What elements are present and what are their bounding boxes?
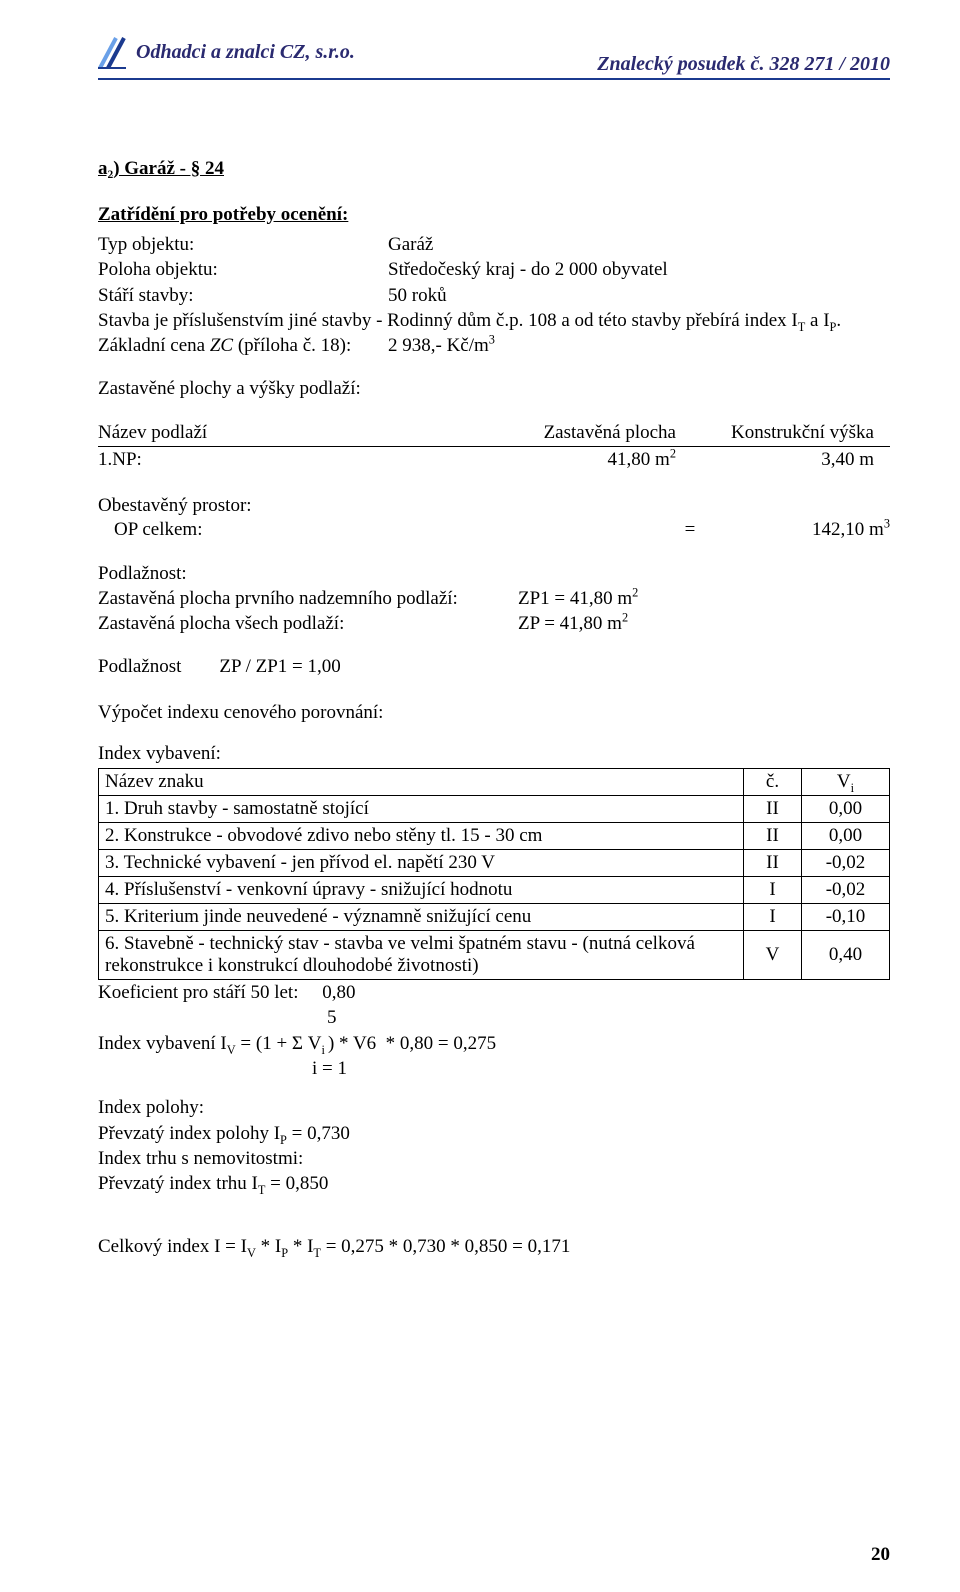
kv-val: Středočeský kraj - do 2 000 obyvatel: [388, 257, 668, 282]
header-left: Odhadci a znalci CZ, s.r.o.: [98, 34, 355, 70]
cell: 41,80 m2: [454, 447, 692, 474]
kv-key: Typ objektu:: [98, 232, 388, 257]
op-val: 142,10 m3: [750, 519, 890, 541]
cell: 3. Technické vybavení - jen přívod el. n…: [99, 850, 744, 877]
zp-label: Zastavěná plocha všech podlaží:: [98, 611, 518, 636]
koef-line: Koeficient pro stáří 50 let: 0,80: [98, 980, 890, 1005]
logo-icon: [98, 34, 126, 70]
kv-key: Stáří stavby:: [98, 283, 388, 308]
cell: I: [744, 904, 802, 931]
cell: I: [744, 877, 802, 904]
iv-formula: 5 Index vybavení IV = (1 + Σ Vi ) * V6 *…: [98, 1005, 890, 1081]
podlaznost-ratio: Podlažnost ZP / ZP1 = 1,00: [98, 654, 890, 679]
cell: 0,00: [802, 796, 890, 823]
zp-val: ZP1 = 41,80 m2: [518, 586, 638, 611]
section-title: a₂) Garáž - § 24: [98, 158, 890, 180]
col-header: Vi: [802, 769, 890, 796]
cell: 1.NP:: [98, 447, 454, 474]
col-header: č.: [744, 769, 802, 796]
cell: 2. Konstrukce - obvodové zdivo nebo stěn…: [99, 823, 744, 850]
index-vybaveni-table: Název znaku č. Vi 1. Druh stavby - samos…: [98, 768, 890, 980]
note-line: Stavba je příslušenstvím jiné stavby - R…: [98, 308, 890, 333]
formula-bot: i = 1: [98, 1056, 890, 1081]
header-right-text: Znalecký posudek č. 328 271 / 2010: [597, 53, 890, 75]
cell: 3,40 m: [692, 447, 890, 474]
zast-plochy-heading: Zastavěné plochy a výšky podlaží:: [98, 378, 890, 400]
cell: -0,02: [802, 850, 890, 877]
cell: 1. Druh stavby - samostatně stojící: [99, 796, 744, 823]
table-row: 1.NP: 41,80 m2 3,40 m: [98, 447, 890, 474]
kv-row: Poloha objektu: Středočeský kraj - do 2 …: [98, 257, 890, 282]
cell: 6. Stavebně - technický stav - stavba ve…: [99, 931, 744, 980]
cell: -0,10: [802, 904, 890, 931]
cell: 5. Kriterium jinde neuvedené - významně …: [99, 904, 744, 931]
page-header: Odhadci a znalci CZ, s.r.o. Znalecký pos…: [98, 34, 890, 80]
op-label: OP celkem:: [98, 519, 630, 541]
cell: II: [744, 823, 802, 850]
cell: -0,02: [802, 877, 890, 904]
obestaveny-heading: Obestavěný prostor:: [98, 493, 890, 518]
podlaznost-heading: Podlažnost:: [98, 561, 890, 586]
page-number: 20: [871, 1544, 890, 1566]
cell: II: [744, 796, 802, 823]
col-header: Název podlaží: [98, 420, 454, 447]
kv-row: Stáří stavby: 50 roků: [98, 283, 890, 308]
ip-line1: Převzatý index polohy IP = 0,730: [98, 1121, 890, 1146]
table-row: 2. Konstrukce - obvodové zdivo nebo stěn…: [99, 823, 890, 850]
zc-row: Základní cena ZC (příloha č. 18): 2 938,…: [98, 333, 890, 358]
vypocet-heading: Výpočet indexu cenového porovnání:: [98, 700, 890, 725]
zc-value: 2 938,- Kč/m3: [388, 333, 495, 358]
kv-val: 50 roků: [388, 283, 447, 308]
formula-main: Index vybavení IV = (1 + Σ Vi ) * V6 * 0…: [98, 1031, 890, 1056]
header-right: Znalecký posudek č. 328 271 / 2010: [597, 53, 890, 76]
col-header: Název znaku: [99, 769, 744, 796]
cell: 0,40: [802, 931, 890, 980]
cell: 4. Příslušenství - venkovní úpravy - sni…: [99, 877, 744, 904]
zast-plochy-table: Název podlaží Zastavěná plocha Konstrukč…: [98, 420, 890, 473]
ip-line3: Převzatý index trhu IT = 0,850: [98, 1171, 890, 1196]
op-row: OP celkem: = 142,10 m3: [98, 519, 890, 541]
zp-row: Zastavěná plocha prvního nadzemního podl…: [98, 586, 890, 611]
cell: V: [744, 931, 802, 980]
table-row: 6. Stavebně - technický stav - stavba ve…: [99, 931, 890, 980]
op-eq: =: [630, 519, 750, 541]
ip-line2: Index trhu s nemovitostmi:: [98, 1146, 890, 1171]
col-header: Konstrukční výška: [692, 420, 890, 447]
index-vybaveni-heading: Index vybavení:: [98, 741, 890, 766]
index-polohy-heading: Index polohy:: [98, 1095, 890, 1120]
celkovy-index: Celkový index I = IV * IP * IT = 0,275 *…: [98, 1234, 890, 1259]
zp-val: ZP = 41,80 m2: [518, 611, 628, 636]
col-header: Zastavěná plocha: [454, 420, 692, 447]
zp-label: Zastavěná plocha prvního nadzemního podl…: [98, 586, 518, 611]
zp-row: Zastavěná plocha všech podlaží: ZP = 41,…: [98, 611, 890, 636]
table-row: 3. Technické vybavení - jen přívod el. n…: [99, 850, 890, 877]
header-left-text: Odhadci a znalci CZ, s.r.o.: [136, 41, 355, 64]
table-row: 5. Kriterium jinde neuvedené - významně …: [99, 904, 890, 931]
cell: 0,00: [802, 823, 890, 850]
zatrideni-heading: Zatřídění pro potřeby ocenění:: [98, 204, 890, 226]
table-row: 4. Příslušenství - venkovní úpravy - sni…: [99, 877, 890, 904]
kv-row: Typ objektu: Garáž: [98, 232, 890, 257]
kv-key: Poloha objektu:: [98, 257, 388, 282]
table-row: 1. Druh stavby - samostatně stojící II 0…: [99, 796, 890, 823]
formula-top: 5: [98, 1005, 890, 1030]
kv-val: Garáž: [388, 232, 433, 257]
cell: II: [744, 850, 802, 877]
zc-label: Základní cena ZC (příloha č. 18):: [98, 333, 388, 358]
